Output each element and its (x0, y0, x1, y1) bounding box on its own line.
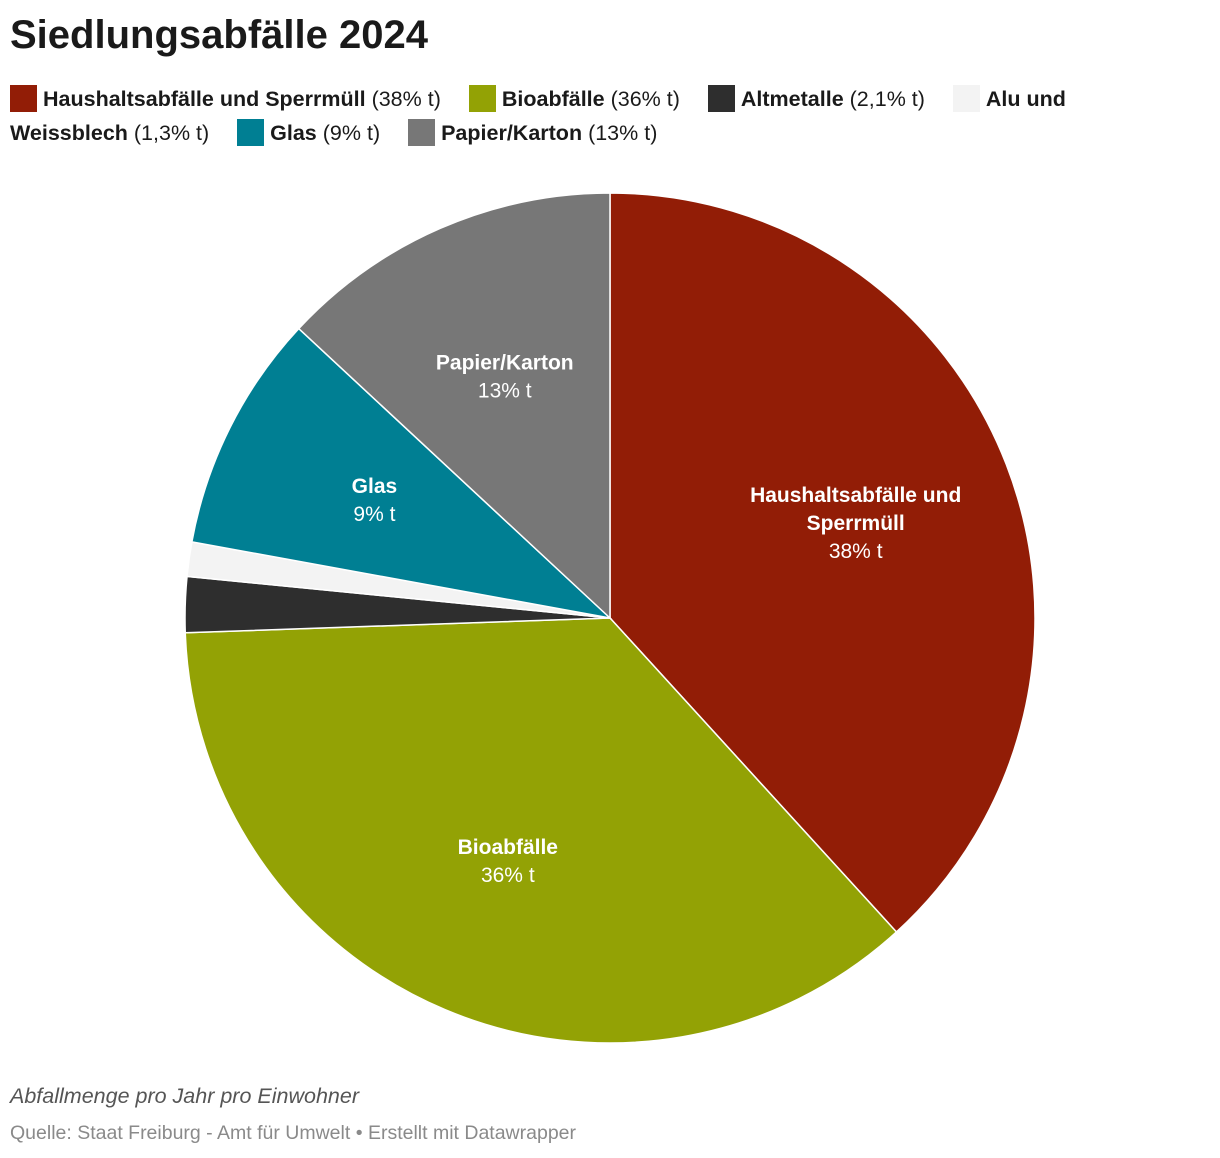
slice-label-value: 13% t (478, 379, 532, 402)
slice-label-name: Bioabfälle (458, 836, 558, 859)
chart-notes: Abfallmenge pro Jahr pro Einwohner (10, 1084, 359, 1108)
slice-label-value: 9% t (353, 503, 395, 526)
legend-item: Alu und Weissblech (1,3% t) (10, 85, 1066, 145)
legend-swatch (237, 119, 265, 146)
legend-label: Alu und Weissblech (10, 87, 1066, 145)
chart-source: Quelle: Staat Freiburg - Amt für Umwelt … (10, 1122, 577, 1144)
slice-label-glas: Glas 9% t (352, 475, 398, 526)
legend-value: (38% t) (371, 87, 441, 111)
pie-slice-glas (191, 327, 613, 620)
legend-item: Papier/Karton (13% t) (408, 119, 658, 146)
legend-item: Altmetalle (2,1% t) (707, 85, 925, 112)
pie-slice-haushaltsabfalle-und-sperrmull (609, 192, 1036, 934)
legend-value: (2,1% t) (849, 87, 925, 111)
slice-label-bioabfalle: Bioabfälle 36% t (458, 836, 558, 887)
pie-labels: Haushaltsabfälle und Sperrmüll 38% t Bioabf… (352, 351, 962, 886)
legend-swatch (408, 119, 436, 146)
slice-label-name: Glas (352, 475, 398, 498)
legend-swatch (952, 85, 980, 112)
slice-label-haushaltsabfalle-und-sperrmull: Haushaltsabfälle und Sperrmüll 38% t (750, 484, 961, 563)
legend-item: Bioabfälle (36% t) (468, 85, 680, 112)
legend-value: (9% t) (322, 121, 381, 145)
legend-label: Bioabfälle (501, 87, 605, 111)
pie-slices (184, 192, 1036, 1044)
legend-label: Glas (270, 121, 317, 145)
legend-swatch (10, 85, 37, 112)
slice-label-name: Papier/Karton (436, 351, 574, 374)
legend-label: Haushaltsabfälle und Sperrmüll (43, 87, 366, 111)
legend-swatch (468, 85, 496, 112)
slice-label-name: Haushaltsabfälle und (750, 484, 961, 507)
legend-swatch (707, 85, 735, 112)
legend-value: (1,3% t) (133, 121, 210, 145)
chart-title: Siedlungsabfälle 2024 (10, 13, 428, 57)
slice-label-papier-karton: Papier/Karton 13% t (436, 351, 574, 402)
legend-label: Papier/Karton (441, 121, 583, 145)
legend-value: (13% t) (588, 121, 658, 145)
slice-label-value: 38% t (829, 540, 883, 563)
legend: Haushaltsabfälle und Sperrmüll (38% t) B… (10, 82, 1130, 150)
legend-item: Glas (9% t) (237, 119, 381, 146)
slice-label-name: Sperrmüll (807, 512, 905, 535)
legend-item: Haushaltsabfälle und Sperrmüll (38% t) (10, 85, 441, 112)
pie-slice-bioabfalle (184, 617, 898, 1044)
legend-value: (36% t) (610, 87, 680, 111)
pie-slice-papier-karton (297, 192, 611, 620)
legend-label: Altmetalle (740, 87, 844, 111)
slice-label-value: 36% t (481, 864, 535, 887)
